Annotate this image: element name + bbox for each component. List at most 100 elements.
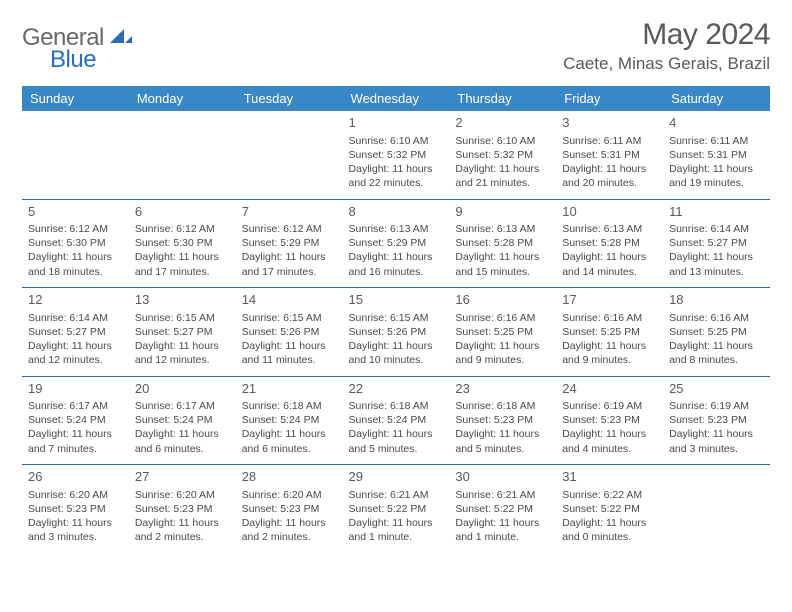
sunset-line: Sunset: 5:23 PM: [669, 414, 747, 426]
day-number: 8: [349, 203, 444, 221]
daylight-line: Daylight: 11 hours and 14 minutes.: [562, 251, 646, 277]
day-number: 30: [455, 468, 550, 486]
day-info: Sunrise: 6:18 AMSunset: 5:24 PMDaylight:…: [242, 399, 337, 456]
day-number: 7: [242, 203, 337, 221]
sunset-line: Sunset: 5:25 PM: [669, 326, 747, 338]
sunset-line: Sunset: 5:24 PM: [28, 414, 106, 426]
calendar-day-cell: 30 Sunrise: 6:21 AMSunset: 5:22 PMDayligh…: [449, 465, 556, 553]
day-info: Sunrise: 6:22 AMSunset: 5:22 PMDaylight:…: [562, 488, 657, 545]
calendar-day-cell: 16Sunrise: 6:16 AMSunset: 5:25 PMDayligh…: [449, 288, 556, 376]
sunrise-line: Sunrise: 6:10 AM: [349, 135, 429, 147]
sunset-line: Sunset: 5:26 PM: [242, 326, 320, 338]
calendar-day-cell: 21Sunrise: 6:18 AMSunset: 5:24 PMDayligh…: [236, 377, 343, 465]
daylight-line: Daylight: 11 hours and 12 minutes.: [135, 340, 219, 366]
calendar-day-cell: 18Sunrise: 6:16 AMSunset: 5:25 PMDayligh…: [663, 288, 770, 376]
calendar-table: SundayMondayTuesdayWednesdayThursdayFrid…: [22, 86, 770, 553]
calendar-day-cell: 2Sunrise: 6:10 AMSunset: 5:32 PMDaylight…: [449, 111, 556, 199]
day-info: Sunrise: 6:15 AMSunset: 5:27 PMDaylight:…: [135, 311, 230, 368]
daylight-line: Daylight: 11 hours and 21 minutes.: [455, 163, 539, 189]
location-text: Caete, Minas Gerais, Brazil: [563, 54, 770, 74]
daylight-line: Daylight: 11 hours and 18 minutes.: [28, 251, 112, 277]
daylight-line: Daylight: 11 hours and 9 minutes.: [562, 340, 646, 366]
sunset-line: Sunset: 5:27 PM: [135, 326, 213, 338]
daylight-line: Daylight: 11 hours and 19 minutes.: [669, 163, 753, 189]
calendar-day-cell: 6Sunrise: 6:12 AMSunset: 5:30 PMDaylight…: [129, 200, 236, 288]
sunrise-line: Sunrise: 6:20 AM: [135, 489, 215, 501]
day-info: Sunrise: 6:15 AMSunset: 5:26 PMDaylight:…: [349, 311, 444, 368]
day-info: Sunrise: 6:16 AMSunset: 5:25 PMDaylight:…: [562, 311, 657, 368]
day-number: 24: [562, 380, 657, 398]
daylight-line: Daylight: 11 hours and 13 minutes.: [669, 251, 753, 277]
day-info: Sunrise: 6:13 AMSunset: 5:28 PMDaylight:…: [455, 222, 550, 279]
sunrise-line: Sunrise: 6:16 AM: [455, 312, 535, 324]
calendar-day-cell: 5Sunrise: 6:12 AMSunset: 5:30 PMDaylight…: [22, 200, 129, 288]
day-number: 15: [349, 291, 444, 309]
daylight-line: Daylight: 11 hours and 22 minutes.: [349, 163, 433, 189]
day-info: Sunrise: 6:10 AM Sunset: 5:32 PM Daylight:…: [455, 134, 550, 191]
weekday-header: Friday: [556, 86, 663, 111]
calendar-day-cell: 26Sunrise: 6:20 AMSunset: 5:23 PMDayligh…: [22, 465, 129, 553]
weekday-header-row: SundayMondayTuesdayWednesdayThursdayFrid…: [22, 86, 770, 111]
day-number: 3: [562, 114, 657, 132]
daylight-line: Daylight: 11 hours and 15 minutes.: [455, 251, 539, 277]
brand-sail-icon: [110, 24, 132, 52]
sunrise-line: Sunrise: 6:10 AM: [455, 135, 535, 147]
daylight-line: Daylight: 11 hours and 0 minutes.: [562, 517, 646, 543]
sunset-line: Sunset: 5:23 PM: [455, 414, 533, 426]
sunrise-line: Sunrise: 6:19 AM: [562, 400, 642, 412]
daylight-line: Daylight: 11 hours and 10 minutes.: [349, 340, 433, 366]
day-number: 13: [135, 291, 230, 309]
sunrise-line: Sunrise: 6:18 AM: [242, 400, 322, 412]
day-info: Sunrise: 6:19 AMSunset: 5:23 PMDaylight:…: [669, 399, 764, 456]
day-number: 11: [669, 203, 764, 221]
calendar-day-cell: 4Sunrise: 6:11 AMSunset: 5:31 PMDaylight…: [663, 111, 770, 199]
sunset-line: Sunset: 5:23 PM: [28, 503, 106, 515]
calendar-day-cell: 8Sunrise: 6:13 AMSunset: 5:29 PMDaylight…: [343, 200, 450, 288]
sunrise-line: Sunrise: 6:11 AM: [562, 135, 641, 147]
calendar-day-cell: 23Sunrise: 6:18 AMSunset: 5:23 PMDayligh…: [449, 377, 556, 465]
day-number: 28: [242, 468, 337, 486]
daylight-line: Daylight: 11 hours and 1 minute.: [349, 517, 433, 543]
calendar-week-row: 12Sunrise: 6:14 AMSunset: 5:27 PMDayligh…: [22, 288, 770, 376]
daylight-line: Daylight: 11 hours and 11 minutes.: [242, 340, 326, 366]
header: General Blue May 2024 Caete, Minas Gerai…: [22, 18, 770, 80]
day-number: 26: [28, 468, 123, 486]
calendar-day-cell: 20Sunrise: 6:17 AMSunset: 5:24 PMDayligh…: [129, 377, 236, 465]
sunset-line: Sunset: 5:31 PM: [669, 149, 747, 161]
daylight-line: Daylight: 11 hours and 6 minutes.: [242, 428, 326, 454]
daylight-line: Daylight: 11 hours and 7 minutes.: [28, 428, 112, 454]
calendar-empty-cell: [236, 111, 343, 199]
sunset-line: Sunset: 5:32 PM: [455, 149, 533, 161]
daylight-line: Daylight: 11 hours and 1 minute.: [455, 517, 539, 543]
daylight-line: Daylight: 11 hours and 3 minutes.: [669, 428, 753, 454]
calendar-day-cell: 17Sunrise: 6:16 AMSunset: 5:25 PMDayligh…: [556, 288, 663, 376]
sunset-line: Sunset: 5:30 PM: [135, 237, 213, 249]
daylight-line: Daylight: 11 hours and 4 minutes.: [562, 428, 646, 454]
calendar-day-cell: 22Sunrise: 6:18 AMSunset: 5:24 PMDayligh…: [343, 377, 450, 465]
day-number: 14: [242, 291, 337, 309]
day-info: Sunrise: 6:17 AMSunset: 5:24 PMDaylight:…: [28, 399, 123, 456]
sunrise-line: Sunrise: 6:13 AM: [562, 223, 642, 235]
day-info: Sunrise: 6:18 AMSunset: 5:23 PMDaylight:…: [455, 399, 550, 456]
calendar-week-row: 5Sunrise: 6:12 AMSunset: 5:30 PMDaylight…: [22, 200, 770, 288]
sunrise-line: Sunrise: 6:12 AM: [242, 223, 322, 235]
sunset-line: Sunset: 5:23 PM: [135, 503, 213, 515]
brand-logo: General Blue: [22, 18, 132, 80]
day-info: Sunrise: 6:21 AMSunset: 5:22 PMDaylight:…: [455, 488, 550, 545]
calendar-day-cell: 14Sunrise: 6:15 AMSunset: 5:26 PMDayligh…: [236, 288, 343, 376]
calendar-day-cell: 7Sunrise: 6:12 AMSunset: 5:29 PMDaylight…: [236, 200, 343, 288]
sunset-line: Sunset: 5:22 PM: [562, 503, 640, 515]
sunset-line: Sunset: 5:23 PM: [562, 414, 640, 426]
day-info: Sunrise: 6:12 AMSunset: 5:30 PMDaylight:…: [135, 222, 230, 279]
sunset-line: Sunset: 5:27 PM: [28, 326, 106, 338]
sunset-line: Sunset: 5:30 PM: [28, 237, 106, 249]
sunrise-line: Sunrise: 6:13 AM: [455, 223, 535, 235]
day-info: Sunrise: 6:11 AMSunset: 5:31 PMDaylight:…: [669, 134, 764, 191]
sunrise-line: Sunrise: 6:16 AM: [562, 312, 642, 324]
day-info: Sunrise: 6:14 AMSunset: 5:27 PMDaylight:…: [669, 222, 764, 279]
sunset-line: Sunset: 5:31 PM: [562, 149, 640, 161]
daylight-line: Daylight: 11 hours and 9 minutes.: [455, 340, 539, 366]
sunset-line: Sunset: 5:24 PM: [135, 414, 213, 426]
sunrise-line: Sunrise: 6:12 AM: [135, 223, 215, 235]
day-info: Sunrise: 6:21 AMSunset: 5:22 PMDaylight:…: [349, 488, 444, 545]
